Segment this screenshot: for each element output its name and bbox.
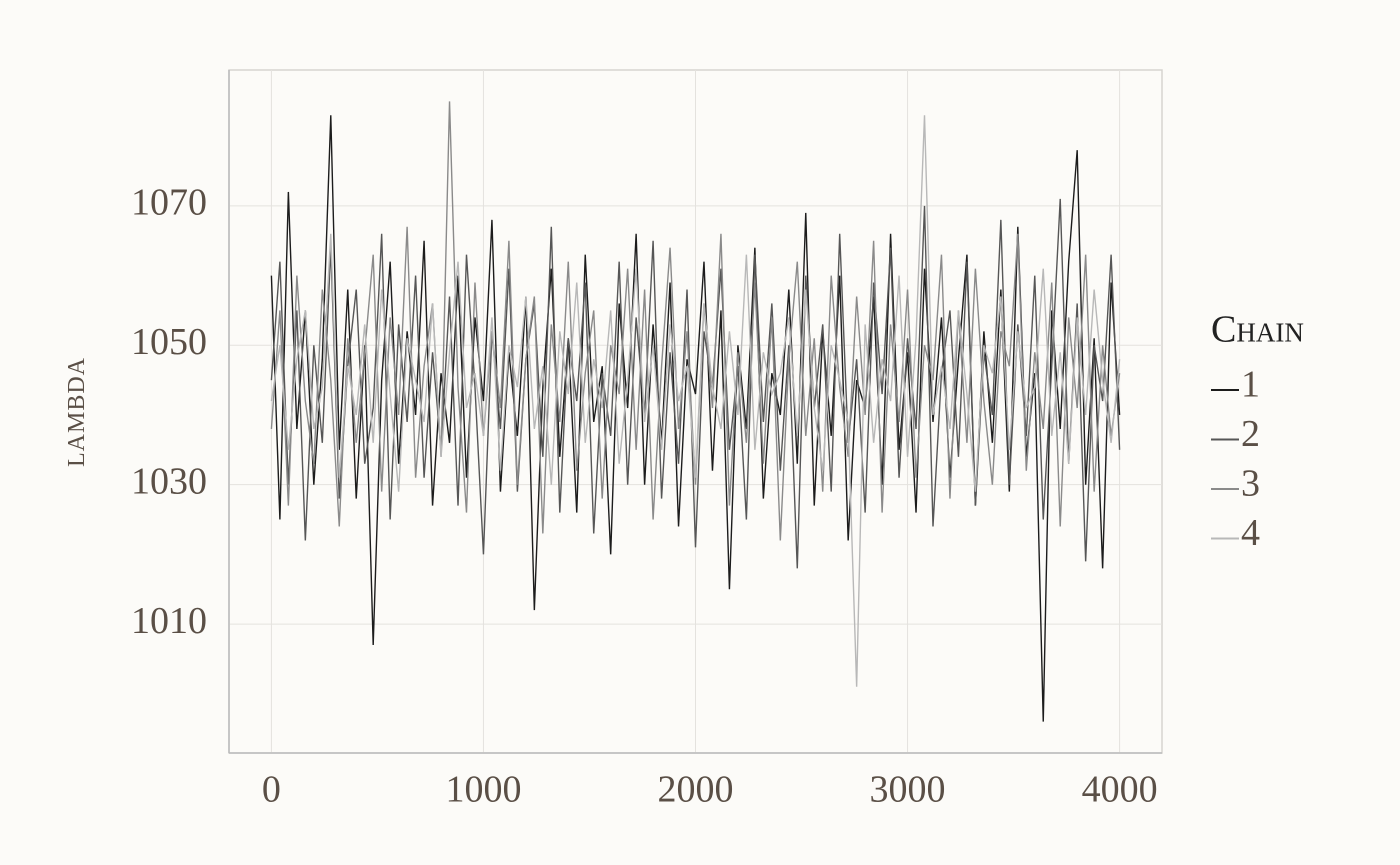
legend-label: 2 (1241, 413, 1260, 455)
y-tick-label: 1010 (131, 600, 207, 642)
legend-label: 4 (1241, 512, 1260, 554)
chain-line (270, 115, 1121, 687)
y-tick-label: 1030 (131, 460, 207, 502)
x-tick-label: 4000 (1082, 769, 1158, 811)
x-tick-label: 1000 (445, 769, 521, 811)
y-axis-label: lambda (55, 357, 92, 467)
legend-title: Chain (1211, 309, 1304, 351)
y-tick-label: 1050 (131, 321, 207, 363)
legend-label: 1 (1241, 364, 1260, 406)
legend-label: 3 (1241, 463, 1260, 505)
chain-line (270, 101, 1121, 541)
x-tick-label: 2000 (658, 769, 734, 811)
y-tick-label: 1070 (131, 182, 207, 224)
x-tick-label: 3000 (870, 769, 946, 811)
x-tick-label: 0 (262, 769, 281, 811)
